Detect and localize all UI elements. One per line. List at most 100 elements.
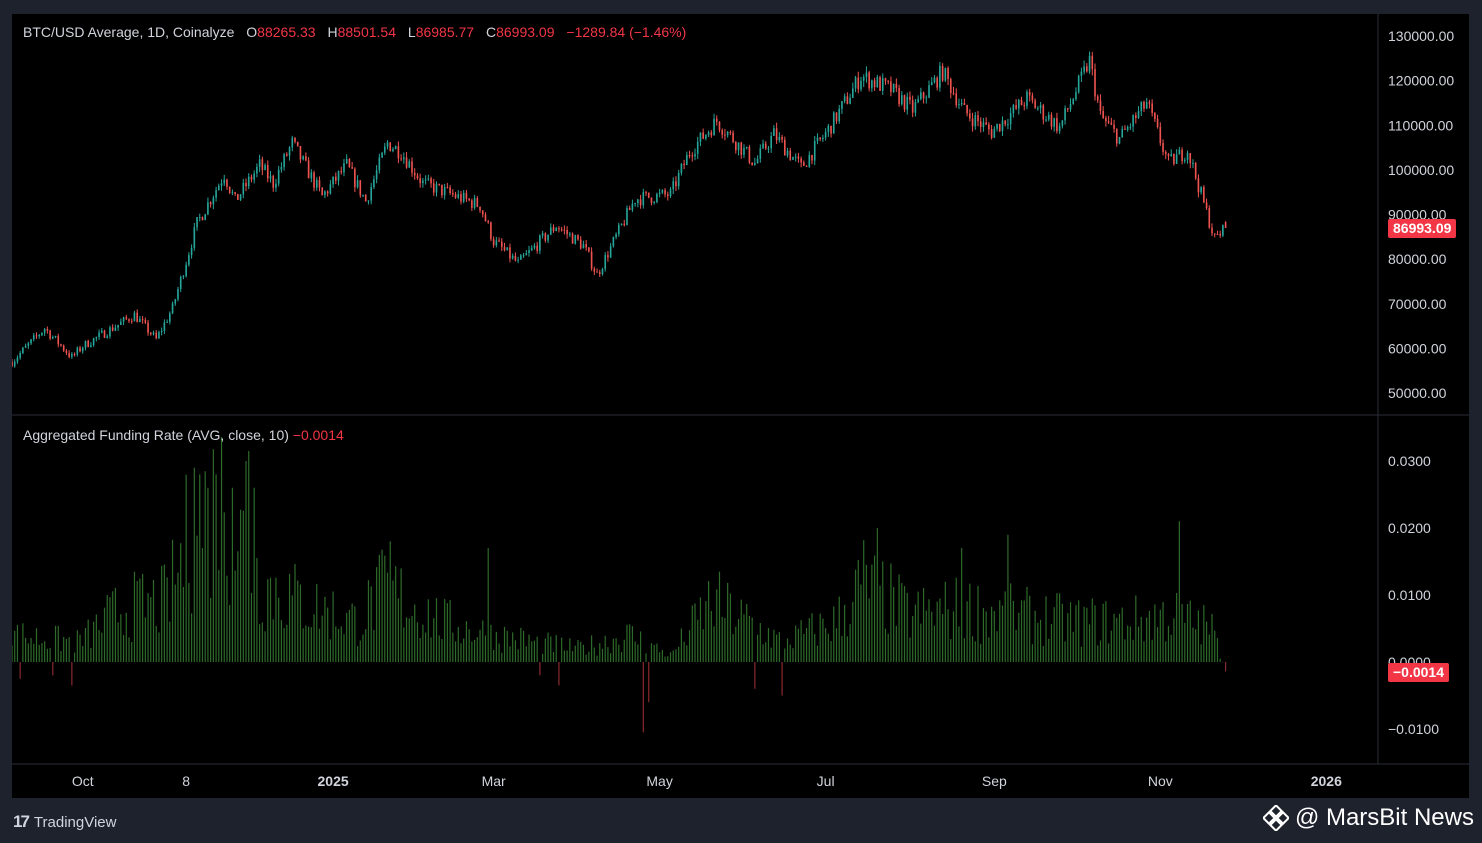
candle-body (1012, 105, 1015, 114)
candle-body (359, 180, 362, 196)
candle-body (544, 233, 547, 241)
candle-body (759, 148, 762, 159)
candle-body (223, 179, 226, 184)
candle-body (258, 159, 261, 167)
candle-body (430, 178, 432, 184)
candle-body (566, 230, 568, 235)
candle-body (1026, 91, 1028, 106)
candle-body (778, 136, 781, 141)
candle-body (794, 156, 797, 158)
candle-body (838, 108, 841, 122)
candle-body (1126, 126, 1129, 130)
chart-frame: 130000.00 120000.00 110000.00 100000.00 9000… (12, 14, 1469, 798)
funding-tick-label: 0.0300 (1388, 453, 1431, 469)
time-axis-label: Oct (72, 773, 94, 789)
candle-body (98, 332, 100, 338)
candle-body (966, 104, 968, 114)
candle-body (1222, 225, 1224, 236)
candle-body (737, 142, 740, 151)
candle-body (87, 340, 90, 347)
candle-body (476, 198, 479, 207)
candle-body (865, 72, 868, 78)
candle-body (79, 347, 81, 352)
candle-body (944, 68, 947, 81)
candle-body (718, 121, 721, 131)
candle-body (887, 80, 890, 82)
candle-body (656, 193, 658, 203)
candle-body (343, 163, 345, 173)
candle-body (672, 181, 675, 190)
candle-body (198, 217, 201, 219)
candle-body (1017, 99, 1020, 109)
tradingview-brand[interactable]: 17 TradingView (13, 812, 116, 832)
candle-body (911, 99, 914, 113)
candle-body (245, 182, 247, 187)
candle-body (740, 142, 743, 155)
candle-body (228, 186, 231, 193)
candle-body (903, 95, 906, 110)
candle-body (783, 139, 786, 156)
candle-body (533, 245, 536, 248)
candle-body (310, 172, 313, 179)
current-price-tag: 86993.09 (1388, 219, 1457, 238)
candle-body (171, 303, 174, 314)
candle-body (895, 83, 898, 89)
candle-body (715, 118, 718, 122)
candle-body (169, 313, 171, 322)
time-axis-label: May (646, 773, 672, 789)
chart-canvas[interactable]: 130000.00 120000.00 110000.00 100000.00 9000… (12, 14, 1469, 798)
candle-body (541, 233, 544, 236)
candle-body (939, 65, 941, 88)
candle-body (446, 187, 449, 189)
candle-body (1162, 142, 1164, 152)
candle-body (822, 137, 824, 140)
candle-body (1007, 124, 1009, 126)
candle-body (141, 319, 144, 321)
candle-body (149, 332, 152, 335)
candle-body (617, 224, 620, 235)
candle-body (1200, 187, 1202, 193)
candle-body (90, 345, 92, 347)
candle-body (960, 103, 963, 105)
funding-tick-label: 0.0100 (1388, 587, 1431, 603)
candle-body (332, 176, 334, 185)
candle-body (307, 160, 310, 179)
candle-body (786, 150, 789, 156)
candle-body (1145, 102, 1148, 109)
candle-body (797, 156, 800, 159)
candle-body (914, 102, 917, 113)
candle-body (392, 149, 394, 152)
candle-body (898, 88, 900, 105)
candle-body (370, 187, 373, 201)
candle-body (969, 113, 971, 119)
candle-body (846, 96, 849, 104)
candle-body (237, 193, 239, 200)
candle-body (1213, 233, 1216, 235)
candle-body (680, 164, 683, 173)
candle-body (256, 166, 258, 174)
candle-body (971, 118, 974, 127)
candle-body (1205, 202, 1208, 209)
candle-body (394, 146, 397, 150)
candle-body (471, 200, 473, 208)
candle-body (536, 245, 538, 251)
candle-body (1034, 100, 1036, 109)
candle-body (596, 271, 598, 273)
candle-body (691, 155, 694, 157)
candle-body (166, 321, 168, 323)
candle-body (871, 80, 873, 89)
candle-body (686, 155, 688, 166)
candle-body (43, 329, 46, 333)
candle-body (27, 343, 30, 346)
candle-body (835, 112, 838, 122)
candle-body (963, 103, 966, 105)
candle-body (242, 182, 245, 195)
candle-body (1107, 121, 1110, 123)
close-label: C (485, 24, 497, 40)
time-axis-label: 2026 (1311, 773, 1342, 789)
candle-body (160, 330, 163, 333)
time-axis-label: Mar (482, 773, 506, 789)
candle-body (125, 317, 128, 320)
candle-body (62, 345, 65, 351)
candle-body (1208, 208, 1211, 228)
